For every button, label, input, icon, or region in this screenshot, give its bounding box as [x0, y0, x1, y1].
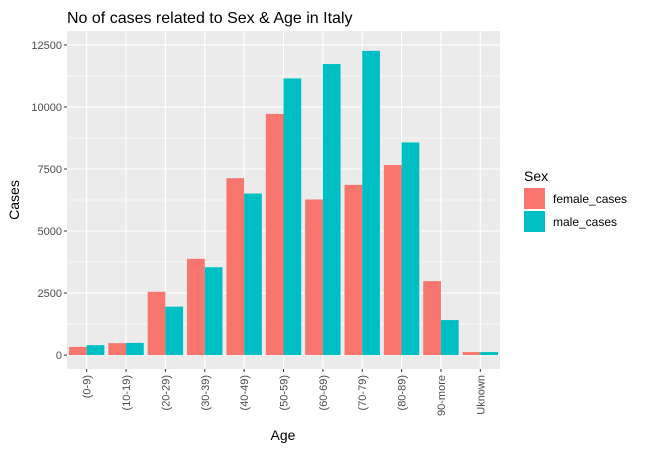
x-axis: (0-9) (10-19) (20-29) (30-39) (40-49) (50-59)…: [82, 369, 487, 416]
bar-female_cases: [68, 346, 87, 356]
bar-male_cases: [283, 78, 302, 356]
bar-male_cases: [86, 345, 105, 356]
y-tick-label: 0: [56, 350, 62, 362]
x-tick-label: (30-39): [200, 375, 212, 410]
bar-female_cases: [187, 258, 205, 356]
bar-male_cases: [362, 50, 380, 356]
y-axis: 0 2500 5000 7500 10000 12500: [31, 40, 67, 362]
bar-female_cases: [226, 178, 245, 356]
bar-male_cases: [126, 342, 144, 356]
chart-title: No of cases related to Sex & Age in Ital…: [67, 10, 353, 27]
legend: Sex female_cases male_cases: [524, 168, 627, 232]
x-tick-label: (0-9): [82, 375, 94, 398]
y-tick-label: 7500: [38, 164, 62, 176]
bar-male_cases: [440, 320, 459, 356]
bar-female_cases: [383, 165, 402, 356]
legend-key-female_cases: [524, 188, 545, 209]
legend-key-male_cases: [524, 211, 545, 232]
legend-title: Sex: [524, 168, 548, 184]
bars-layer: [68, 50, 499, 356]
x-tick-label: (40-49): [239, 375, 251, 410]
bar-male_cases: [204, 267, 223, 356]
bar-female_cases: [108, 343, 127, 356]
x-tick-label: (60-69): [318, 375, 330, 410]
x-axis-title: Age: [271, 427, 296, 443]
y-tick-label: 5000: [38, 226, 62, 238]
x-tick-label: (80-89): [397, 375, 409, 410]
legend-label: male_cases: [553, 215, 617, 229]
bar-female_cases: [305, 199, 323, 356]
bar-female_cases: [462, 352, 481, 356]
bar-male_cases: [165, 306, 184, 356]
x-tick-label: (50-59): [279, 375, 291, 410]
x-tick-label: (20-29): [160, 375, 172, 410]
bar-female_cases: [265, 113, 284, 356]
bar-male_cases: [401, 142, 420, 356]
legend-label: female_cases: [553, 192, 627, 206]
bar-female_cases: [344, 184, 363, 356]
y-tick-label: 10000: [31, 102, 62, 114]
y-axis-title: Cases: [6, 180, 22, 220]
bar-female_cases: [423, 281, 441, 356]
y-tick-label: 2500: [38, 288, 62, 300]
bar-female_cases: [147, 291, 166, 356]
bar-male_cases: [480, 352, 499, 356]
bar-male_cases: [244, 193, 262, 356]
x-tick-label: (10-19): [121, 375, 133, 410]
y-tick-label: 12500: [31, 40, 62, 52]
bar-male_cases: [322, 64, 341, 356]
x-tick-label: (70-79): [357, 375, 369, 410]
x-tick-label: 90-more: [436, 375, 448, 416]
x-tick-label: Uknown: [475, 375, 487, 415]
